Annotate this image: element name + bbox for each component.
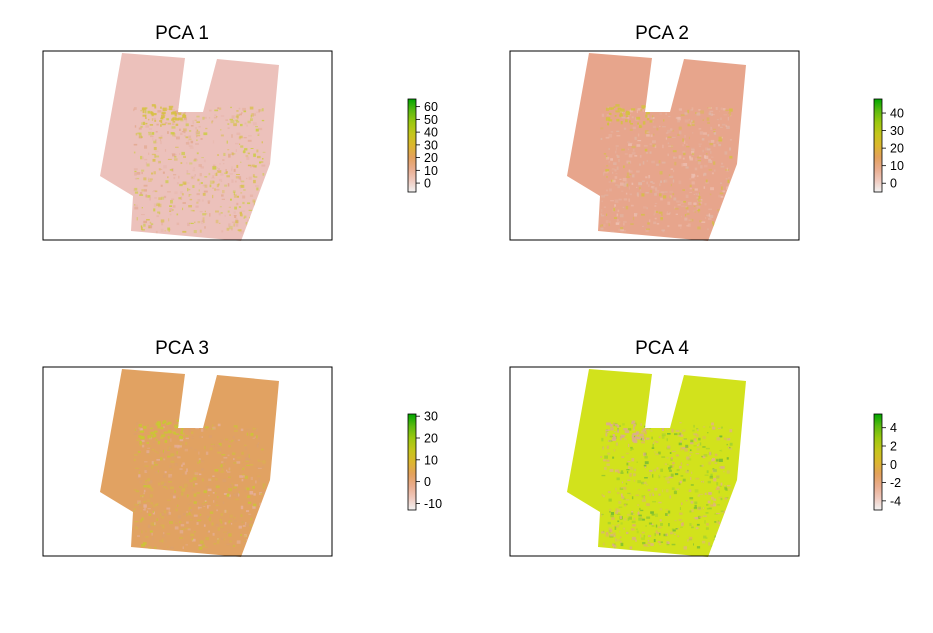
raster-texture: [600, 420, 734, 550]
pca-4-raster-map: [567, 369, 746, 557]
legend-tick-label: 40: [424, 126, 438, 140]
legend-tick-label: 30: [424, 138, 438, 152]
legend-color-bar: [407, 98, 417, 193]
legend-tick-label: -4: [890, 494, 901, 508]
legend-tick-label: -2: [890, 476, 901, 490]
pca-4-legend: -4 -2 0 2 4: [873, 413, 901, 511]
pca-4-panel: PCA 4 -4 -2 0 2 4: [509, 338, 901, 557]
raster-footprint: [567, 369, 746, 557]
legend-tick-label: 50: [424, 113, 438, 127]
legend-tick-label: 10: [890, 159, 904, 173]
pca-2-panel: PCA 2 0 10 20 30 40: [509, 23, 904, 241]
legend-tick-label: 0: [424, 177, 431, 191]
pca-3-title: PCA 3: [155, 338, 209, 359]
pca-4-title: PCA 4: [635, 338, 689, 359]
legend-tick-label: 10: [424, 164, 438, 178]
pca-3-legend: -10 0 10 20 30: [407, 410, 442, 511]
raster-footprint: [567, 53, 746, 241]
legend-tick-label: 4: [890, 421, 897, 435]
pca-3-panel: PCA 3 -10 0 10 20 30: [42, 338, 442, 557]
legend-tick-label: 60: [424, 100, 438, 114]
legend-color-bar: [407, 413, 417, 511]
pca-1-title: PCA 1: [155, 23, 209, 44]
legend-tick-label: 30: [890, 124, 904, 138]
pca-1-raster-map: [100, 53, 279, 241]
pca-1-plot-frame: [42, 50, 333, 241]
pca-2-plot-frame: [509, 50, 800, 241]
pca-2-title: PCA 2: [635, 23, 689, 44]
legend-tick-label: 20: [424, 432, 438, 446]
legend-color-bar: [873, 98, 883, 193]
pca-2-raster-map: [567, 53, 746, 241]
legend-color-bar: [873, 413, 883, 511]
pca-3-plot-frame: [42, 366, 333, 557]
legend-tick-label: -10: [424, 497, 442, 511]
legend-tick-label: 40: [890, 107, 904, 121]
legend-tick-label: 0: [890, 458, 897, 472]
legend-tick-label: 10: [424, 453, 438, 467]
legend-tick-label: 0: [424, 475, 431, 489]
legend-tick-label: 0: [890, 177, 897, 191]
pca-4-plot-frame: [509, 366, 800, 557]
legend-tick-label: 20: [424, 151, 438, 165]
raster-texture: [133, 104, 266, 234]
pca-2-legend: 0 10 20 30 40: [873, 98, 904, 193]
pca-3-raster-map: [100, 369, 279, 557]
legend-tick-label: 20: [890, 142, 904, 156]
legend-tick-label: 30: [424, 410, 438, 424]
legend-tick-label: 2: [890, 440, 897, 454]
